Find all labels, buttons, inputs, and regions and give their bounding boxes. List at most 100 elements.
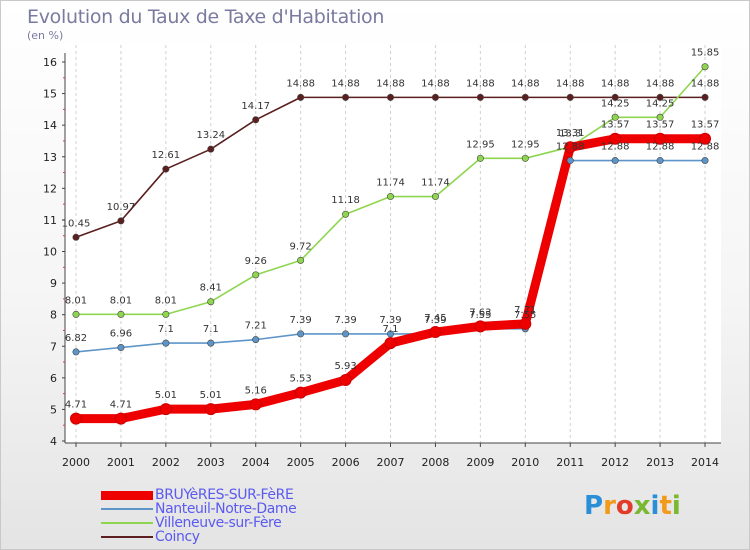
data-label: 14.25 xyxy=(646,98,675,109)
legend-label: BRUYèRES-SUR-FèRE xyxy=(155,487,294,503)
data-label: 7.55 xyxy=(469,310,491,321)
data-point xyxy=(204,403,217,416)
legend-swatch xyxy=(101,508,153,510)
data-point xyxy=(207,145,215,153)
data-label: 14.88 xyxy=(691,78,720,89)
data-point xyxy=(431,193,439,201)
data-point xyxy=(566,157,574,165)
data-point xyxy=(474,320,487,333)
data-point xyxy=(656,113,664,121)
data-point xyxy=(654,132,667,145)
legend-item: BRUYèRES-SUR-FèRE xyxy=(101,488,296,502)
proxiti-logo: Proxiti xyxy=(584,491,681,521)
data-point xyxy=(114,412,127,425)
x-tick-label: 2003 xyxy=(197,456,225,469)
data-point xyxy=(701,157,709,165)
x-tick-label: 2013 xyxy=(646,456,674,469)
data-point xyxy=(70,412,82,425)
legend-item: Nanteuil-Notre-Dame xyxy=(101,502,297,516)
data-label: 14.88 xyxy=(376,78,405,89)
x-tick-label: 2008 xyxy=(421,456,449,469)
data-point xyxy=(252,271,260,279)
logo-letter: x xyxy=(633,491,651,521)
y-tick-label: 4 xyxy=(50,435,57,448)
logo-letter: i xyxy=(650,491,660,521)
data-point xyxy=(521,154,529,162)
data-point xyxy=(159,403,172,416)
data-label: 7.71 xyxy=(514,305,536,316)
legend-item: Villeneuve-sur-Fère xyxy=(101,516,296,530)
data-point xyxy=(701,93,709,101)
data-point xyxy=(384,337,397,350)
data-label: 11.74 xyxy=(421,178,450,189)
x-tick-label: 2001 xyxy=(107,456,135,469)
x-tick-label: 2002 xyxy=(152,456,180,469)
y-tick-label: 13 xyxy=(43,151,57,164)
data-label: 6.96 xyxy=(110,329,132,340)
data-label: 13.57 xyxy=(601,120,630,131)
legend-item: Coincy xyxy=(101,530,296,544)
data-point xyxy=(519,317,532,330)
data-point xyxy=(656,93,664,101)
data-point xyxy=(429,326,442,339)
data-point xyxy=(294,386,307,399)
data-point xyxy=(297,256,305,264)
data-label: 7.1 xyxy=(203,324,219,335)
data-point xyxy=(342,93,350,101)
data-point xyxy=(656,157,664,165)
legend: BRUYèRES-SUR-FèRE Nanteuil-Notre-Dame Vill… xyxy=(101,488,297,544)
data-label: 10.97 xyxy=(107,202,136,213)
logo-letter: P xyxy=(584,491,604,521)
data-label: 12.88 xyxy=(646,142,675,153)
data-point xyxy=(72,348,80,356)
data-point xyxy=(566,93,574,101)
data-label: 14.17 xyxy=(241,101,270,112)
data-label: 5.16 xyxy=(245,385,267,396)
data-point xyxy=(297,330,305,338)
data-label: 8.01 xyxy=(110,295,132,306)
data-point xyxy=(72,233,80,241)
x-tick-label: 2010 xyxy=(511,456,539,469)
data-label: 14.88 xyxy=(601,78,630,89)
data-label: 5.01 xyxy=(155,390,177,401)
data-label: 12.95 xyxy=(466,139,495,150)
data-label: 14.88 xyxy=(421,78,450,89)
data-label: 12.61 xyxy=(152,150,181,161)
data-label: 11.74 xyxy=(376,178,405,189)
data-label: 8.01 xyxy=(155,295,177,306)
data-point xyxy=(609,132,622,145)
plot-area xyxy=(65,45,721,443)
data-label: 7.39 xyxy=(334,315,356,326)
data-label: 14.25 xyxy=(601,98,630,109)
data-label: 13.3 xyxy=(559,128,581,139)
data-point xyxy=(162,165,170,173)
data-label: 7.63 xyxy=(469,307,491,318)
data-label: 12.95 xyxy=(511,139,540,150)
data-label: 12.88 xyxy=(556,142,585,153)
data-label: 7.1 xyxy=(158,324,174,335)
data-label: 11.18 xyxy=(331,195,360,206)
data-label: 5.01 xyxy=(200,390,222,401)
x-tick-label: 2004 xyxy=(242,456,270,469)
data-point xyxy=(611,93,619,101)
data-label: 7.45 xyxy=(424,313,446,324)
data-label: 14.88 xyxy=(511,78,540,89)
unit-label: (en %) xyxy=(27,29,64,42)
y-tick-label: 6 xyxy=(50,372,57,385)
y-tick-label: 8 xyxy=(50,309,57,322)
x-tick-label: 2000 xyxy=(62,456,90,469)
y-tick-label: 9 xyxy=(50,277,57,290)
logo-letter: r xyxy=(603,491,616,521)
data-point xyxy=(701,63,709,71)
y-tick-label: 7 xyxy=(50,340,57,353)
logo-letter: o xyxy=(615,491,634,521)
logo-letter: i xyxy=(671,491,681,521)
data-point xyxy=(339,374,352,387)
data-label: 4.71 xyxy=(110,400,132,411)
x-tick-label: 2012 xyxy=(601,456,629,469)
data-label: 14.88 xyxy=(646,78,675,89)
data-label: 14.88 xyxy=(286,78,315,89)
data-label: 13.57 xyxy=(646,120,675,131)
data-point xyxy=(611,113,619,121)
x-tick-label: 2009 xyxy=(466,456,494,469)
